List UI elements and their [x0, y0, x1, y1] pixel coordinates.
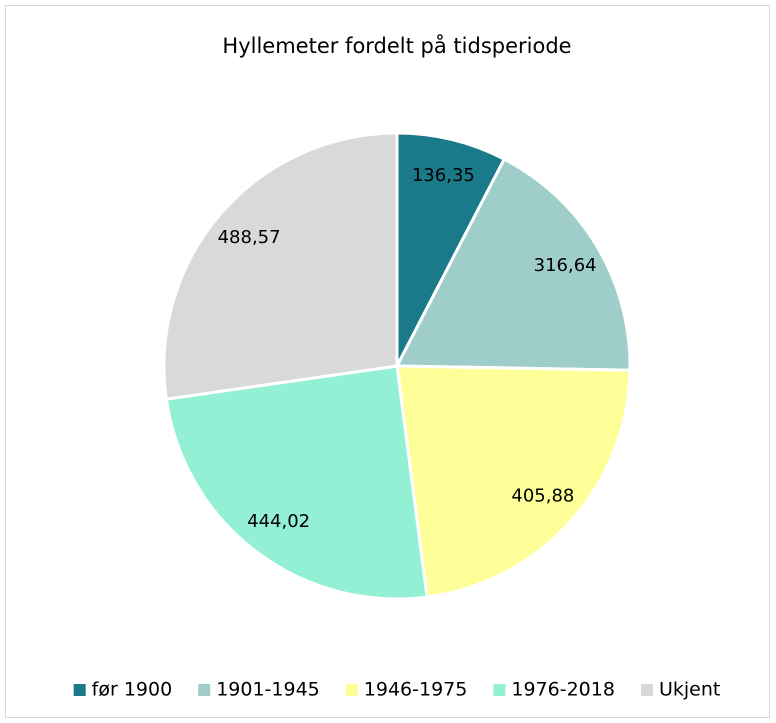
legend-label: Ukjent — [659, 679, 720, 701]
legend-label: før 1900 — [92, 679, 173, 701]
legend-swatch — [198, 684, 211, 696]
data-label: 488,57 — [218, 227, 281, 248]
pie-slice — [394, 157, 632, 372]
data-label: 136,35 — [412, 165, 475, 186]
legend-swatch — [640, 684, 653, 696]
legend-label: 1946-1975 — [364, 679, 468, 701]
pie-slice — [395, 131, 507, 367]
pie-slice — [164, 364, 429, 601]
data-label: 316,64 — [534, 255, 597, 276]
data-label: 405,88 — [511, 485, 574, 506]
pie-slice — [162, 131, 399, 401]
legend-swatch — [345, 684, 358, 696]
pie-slice — [395, 364, 632, 599]
data-label: 444,02 — [247, 511, 310, 532]
chart-title: Hyllemeter fordelt på tidsperiode — [222, 33, 571, 58]
legend-label: 1976-2018 — [511, 679, 615, 701]
legend-swatch — [73, 684, 86, 696]
legend-swatch — [493, 684, 506, 696]
legend-label: 1901-1945 — [216, 679, 320, 701]
